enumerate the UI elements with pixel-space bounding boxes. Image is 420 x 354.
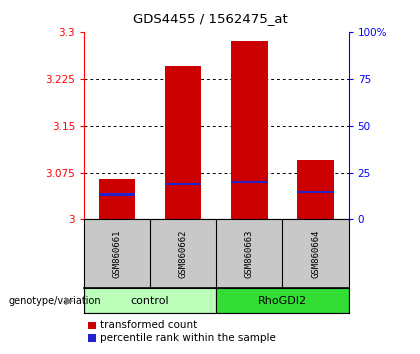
Bar bbox=[165, 66, 202, 219]
Bar bbox=[99, 179, 135, 219]
Bar bbox=[84, 288, 216, 313]
Text: percentile rank within the sample: percentile rank within the sample bbox=[100, 333, 276, 343]
Bar bbox=[231, 181, 268, 183]
Bar bbox=[165, 183, 202, 185]
Bar bbox=[297, 191, 334, 193]
Bar bbox=[216, 288, 349, 313]
Text: GSM860661: GSM860661 bbox=[113, 230, 121, 278]
Text: ▶: ▶ bbox=[65, 296, 73, 306]
Text: transformed count: transformed count bbox=[100, 320, 197, 330]
Bar bbox=[99, 193, 135, 196]
Text: GDS4455 / 1562475_at: GDS4455 / 1562475_at bbox=[133, 12, 287, 25]
Text: GSM860663: GSM860663 bbox=[245, 230, 254, 278]
Bar bbox=[297, 160, 334, 219]
Text: GSM860664: GSM860664 bbox=[311, 230, 320, 278]
Text: control: control bbox=[131, 296, 169, 306]
Text: genotype/variation: genotype/variation bbox=[8, 296, 101, 306]
Text: RhoGDI2: RhoGDI2 bbox=[258, 296, 307, 306]
Text: GSM860662: GSM860662 bbox=[179, 230, 188, 278]
Bar bbox=[231, 41, 268, 219]
